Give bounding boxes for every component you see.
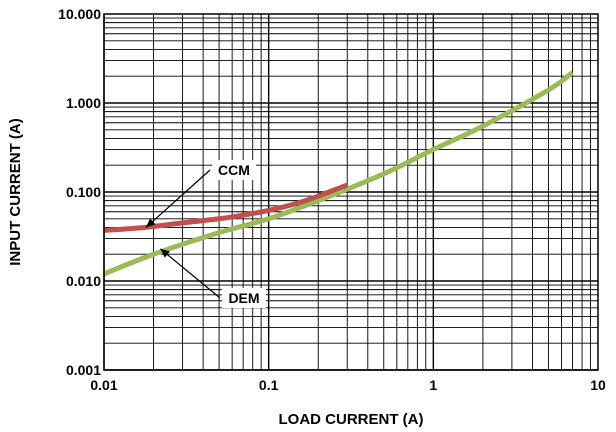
x-tick-label: 10 [590,377,606,393]
annotations: CCM DEM [145,160,266,308]
y-tick-label: 0.100 [66,184,101,200]
annotation-label-dem: DEM [228,290,259,306]
plot-frame [103,13,599,371]
y-tick-label: 10.000 [58,6,101,22]
x-tick-label: 0.1 [259,377,279,393]
series-layer [103,70,575,277]
tick-labels: 0.01 0.1 1 10 0.001 0.010 0.100 1.000 10.000 [58,6,606,393]
series-line-dem [103,70,575,277]
annotation-arrowhead [160,248,170,258]
x-tick-label: 0.01 [90,377,117,393]
series-line-ccm [103,182,349,233]
x-tick-label: 1 [429,377,437,393]
annotation-label-bg [222,288,266,308]
y-tick-label: 0.010 [66,273,101,289]
y-axis-title: INPUT CURRENT (A) [7,118,24,266]
annotation-leader [145,169,211,228]
x-axis-title: LOAD CURRENT (A) [279,411,424,428]
annotation-label-ccm: CCM [218,162,250,178]
y-tick-label: 0.001 [66,362,101,378]
annotation-label-bg [212,160,256,180]
y-tick-label: 1.000 [66,95,101,111]
annotation-arrowhead [146,218,156,228]
annotation-leader [160,248,221,299]
